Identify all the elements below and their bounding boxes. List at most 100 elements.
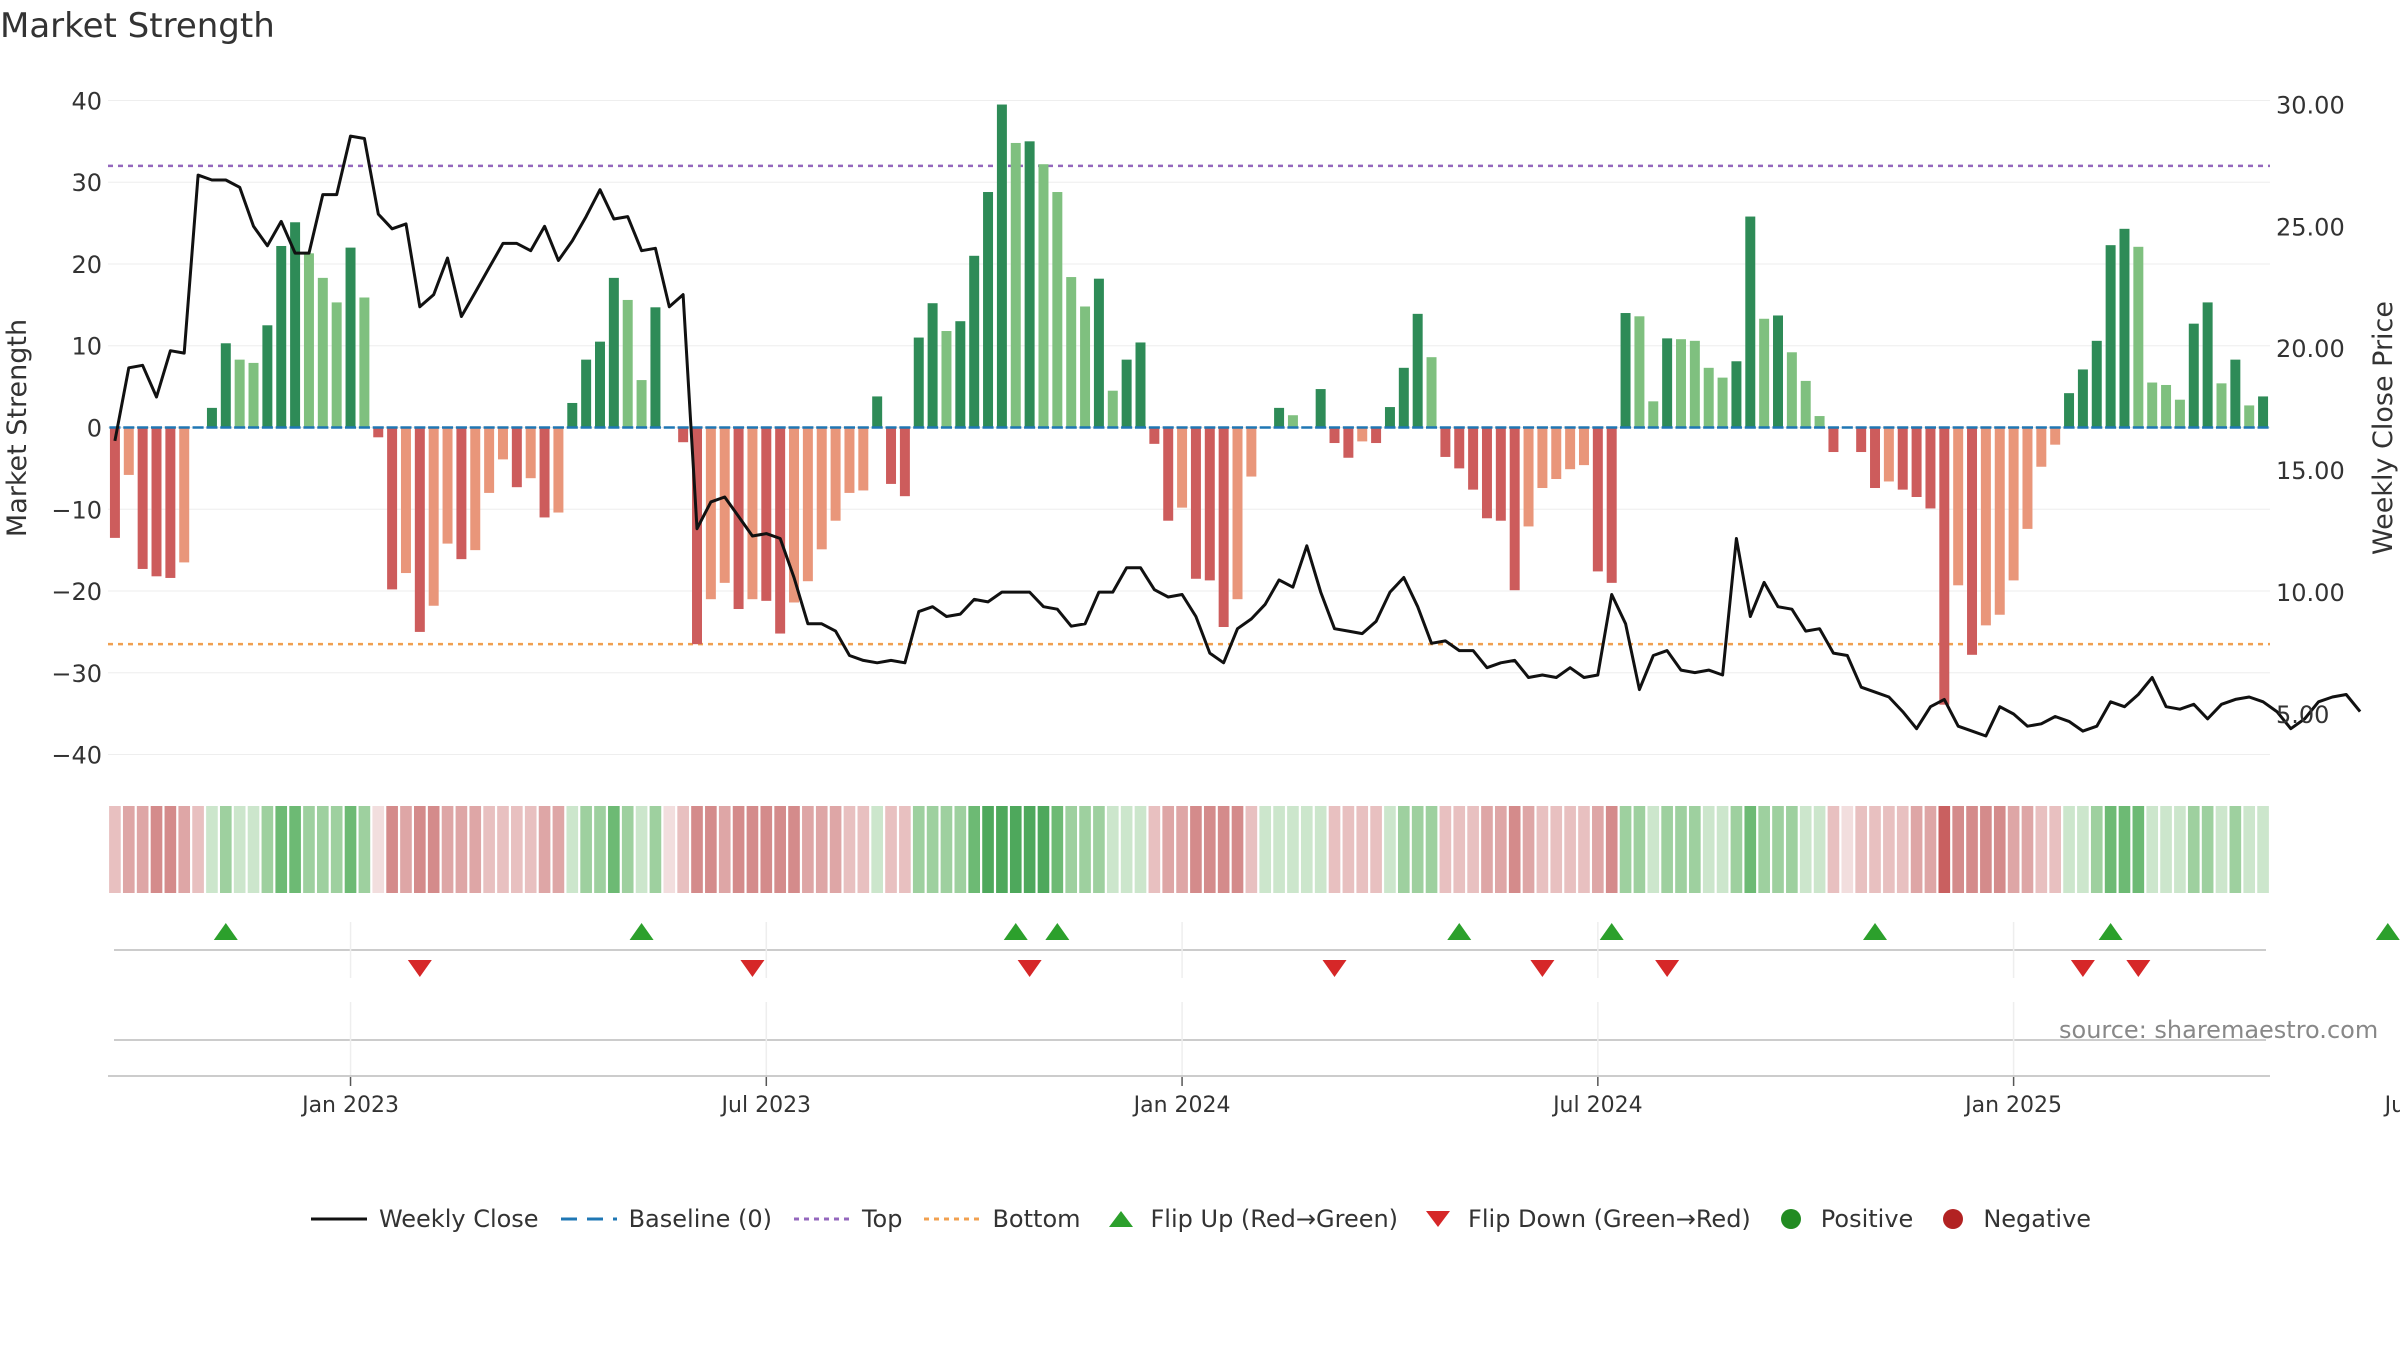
strength-bar <box>2258 396 2269 428</box>
strength-bar <box>1856 427 1867 453</box>
right-tick-label: 20.00 <box>2276 335 2345 363</box>
heat-cell <box>1093 806 1105 893</box>
heat-cell <box>1661 806 1673 893</box>
strength-bar <box>1731 361 1742 428</box>
heat-cell <box>1744 806 1757 893</box>
strength-bar <box>1177 427 1188 508</box>
heat-cell <box>1051 806 1064 893</box>
heat-cell <box>524 806 537 893</box>
strength-bar <box>761 427 772 601</box>
flip-up-marker <box>1045 923 1070 940</box>
strength-bar <box>1440 427 1451 457</box>
strength-bar <box>400 427 411 574</box>
strength-bar <box>1107 390 1118 428</box>
heat-cell <box>1938 806 1951 893</box>
heat-cell <box>219 806 232 893</box>
left-axis-label: Market Strength <box>2 319 33 537</box>
heat-cell <box>2132 806 2145 893</box>
heat-cell <box>233 806 246 893</box>
heat-cell <box>1993 806 2006 893</box>
strength-bar <box>2036 427 2047 467</box>
strength-bar <box>248 362 259 428</box>
strength-bars <box>109 104 2269 705</box>
strength-bar <box>539 427 550 518</box>
heat-cell <box>344 806 357 893</box>
legend-baseline: Baseline (0) <box>559 1205 772 1233</box>
heat-cell <box>580 806 592 893</box>
legend-bottom: Bottom <box>922 1205 1081 1233</box>
strength-bar <box>1606 427 1617 583</box>
strength-bar <box>1717 377 1728 428</box>
weekly-close-line <box>113 134 2362 738</box>
legend-flip-down-label: Flip Down (Green→Red) <box>1468 1205 1751 1233</box>
strength-bar <box>1578 427 1589 466</box>
strength-bar <box>276 245 287 428</box>
heat-cell <box>1605 806 1618 893</box>
strength-bar <box>1828 427 1839 453</box>
heat-cell <box>2187 806 2200 893</box>
strength-bar <box>595 341 605 428</box>
heat-cell <box>1079 806 1091 893</box>
right-tick-label: 30.00 <box>2276 91 2345 119</box>
strength-bar <box>941 331 952 428</box>
strength-bar <box>1315 389 1326 428</box>
strength-bar <box>387 427 398 590</box>
strength-bar <box>1204 427 1215 581</box>
strength-bar <box>1495 427 1506 521</box>
heat-cell <box>455 806 468 893</box>
flip-down-marker <box>2126 960 2151 977</box>
strength-bar <box>1523 427 1534 527</box>
heat-cell <box>1425 806 1438 893</box>
flip-down-marker <box>1530 960 1555 977</box>
strength-bar <box>206 407 217 428</box>
heat-cell <box>1883 806 1895 893</box>
strength-bar <box>234 359 245 428</box>
heat-cell <box>996 806 1008 893</box>
heat-cell <box>261 806 274 893</box>
heat-cell <box>1869 806 1881 893</box>
strength-bar <box>622 299 633 428</box>
heat-cell <box>968 806 981 893</box>
flip-up-marker <box>2098 923 2123 940</box>
heat-cell <box>1966 806 1978 893</box>
reference-lines <box>108 164 2270 646</box>
weekly-close-series <box>113 134 2362 738</box>
strength-bar <box>345 247 356 428</box>
strength-bar <box>816 427 827 550</box>
strength-bar <box>525 427 536 479</box>
strength-bar <box>1925 427 1936 509</box>
heat-cell <box>1508 806 1521 893</box>
heat-cell <box>1190 806 1202 893</box>
heat-cell <box>441 806 454 893</box>
heat-cell <box>247 806 260 893</box>
heat-cell <box>705 806 717 893</box>
strength-bar <box>1897 427 1908 490</box>
heat-cell <box>1758 806 1770 893</box>
x-axis: Jan 2023 Jul 2023 Jan 2024 Jul 2024 Jan 2025… <box>108 922 2400 1118</box>
heat-cell <box>1855 806 1867 893</box>
strength-bar <box>179 427 190 563</box>
heat-cell <box>330 806 343 893</box>
heat-cell <box>538 806 551 893</box>
heat-cell <box>1716 806 1729 893</box>
heat-cell <box>136 806 149 893</box>
heat-cell <box>386 806 398 893</box>
heat-cell <box>940 806 953 893</box>
heat-cell <box>511 806 523 893</box>
heat-cell <box>746 806 759 893</box>
strength-bar <box>1592 427 1603 572</box>
left-tick-label: −10 <box>51 496 102 524</box>
heat-cell <box>2229 806 2242 893</box>
right-tick-label: 5.00 <box>2276 701 2329 729</box>
heat-cell <box>843 806 856 893</box>
heat-cell <box>1536 806 1549 893</box>
legend-weekly-close-label: Weekly Close <box>378 1205 539 1233</box>
strength-bar <box>1135 342 1146 428</box>
strength-bar <box>1066 277 1077 428</box>
heat-cell <box>1730 806 1743 893</box>
heat-cell <box>1980 806 1992 893</box>
strength-bar <box>1384 407 1395 428</box>
strength-bar <box>2174 399 2185 428</box>
heat-cell <box>303 806 315 893</box>
